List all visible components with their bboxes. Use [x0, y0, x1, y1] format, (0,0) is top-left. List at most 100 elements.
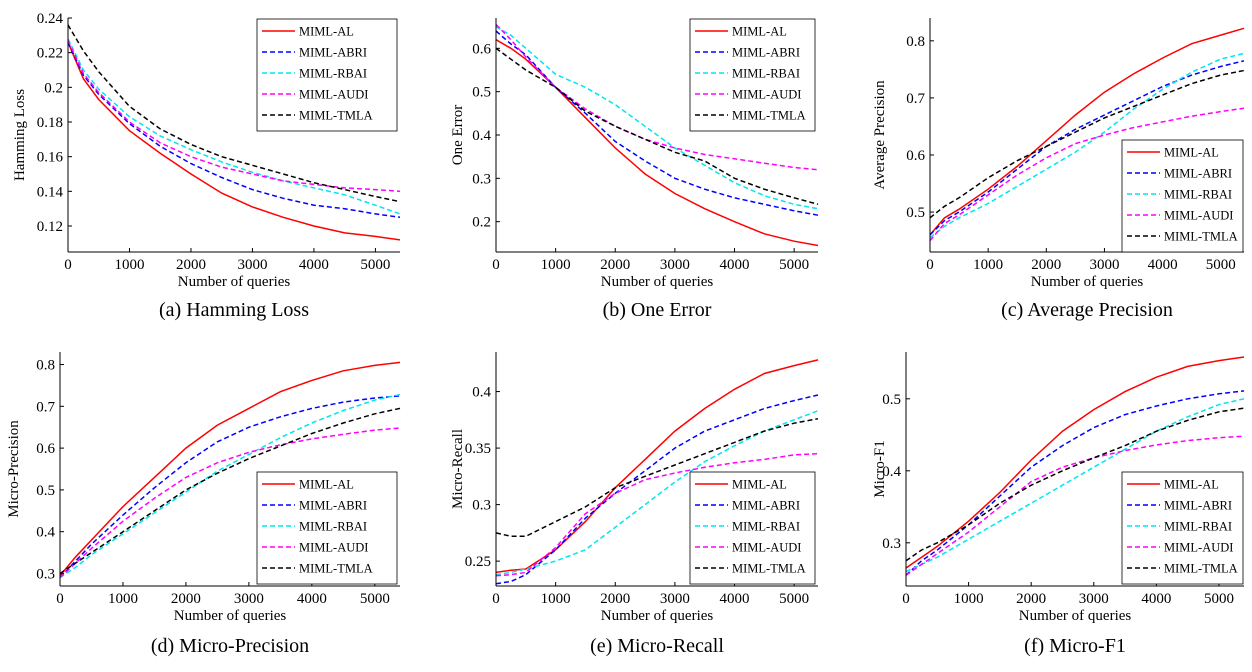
legend-entry: MIML-ABRI [299, 46, 367, 60]
y-tick-label: 0.12 [37, 219, 63, 235]
x-tick-label: 3000 [237, 257, 267, 273]
series-lines [67, 24, 401, 241]
y-tick-label: 0.5 [472, 85, 491, 101]
chart-panel-3: 0 1000 2000 3000 4000 5000 0.5 0.6 0.7 0.8 Number … [872, 18, 1245, 321]
legend-box [256, 18, 398, 132]
legend-entry: MIML-AL [299, 25, 354, 39]
legend-entry: MIML-RBAI [299, 520, 367, 534]
y-tick-label: 0.4 [36, 525, 55, 541]
x-tick-label: 1000 [108, 591, 138, 607]
legend-entry: MIML-RBAI [299, 67, 367, 81]
legend-box [256, 471, 398, 585]
chart-panel-1: 0 1000 2000 3000 4000 5000 0.12 0.14 0.16 0.18 0.2… [12, 11, 401, 321]
x-axis-label: Number of queries [174, 608, 287, 624]
legend-entry: MIML-TMLA [1164, 562, 1238, 576]
panel-caption: (f) Micro-F1 [1024, 635, 1126, 657]
legend-entry: MIML-ABRI [732, 46, 800, 60]
y-tick-label: 0.4 [472, 128, 491, 144]
x-tick-label: 2000 [176, 257, 206, 273]
y-tick-label: 0.5 [882, 392, 901, 408]
x-axis-label: Number of queries [601, 608, 714, 624]
y-tick-label: 0.6 [36, 441, 55, 457]
series-line-miml-audi [929, 107, 1245, 242]
y-tick-label: 0.24 [37, 11, 64, 27]
x-axis-label: Number of queries [178, 274, 291, 290]
y-axis-label: Micro-Recall [450, 429, 466, 509]
x-axis-label: Number of queries [601, 274, 714, 290]
y-tick-label: 0.3 [882, 536, 901, 552]
legend-entry: MIML-RBAI [1164, 520, 1232, 534]
series-lines [929, 27, 1245, 242]
x-tick-label: 5000 [1204, 591, 1234, 607]
legend: MIML-AL MIML-ABRI MIML-RBAI MIML-AUDI MIML-T… [1121, 139, 1244, 253]
legend-entry: MIML-AL [732, 25, 787, 39]
legend-entry: MIML-AUDI [1164, 209, 1233, 223]
x-tick-label: 2000 [600, 591, 630, 607]
chart-panel-4: 0 1000 2000 3000 4000 5000 0.3 0.4 0.5 0.6 0.7 0.8 N… [6, 352, 401, 657]
series-line-miml-tmla [67, 24, 401, 203]
series-line-miml-rbai [495, 26, 819, 210]
panel-caption: (e) Micro-Recall [590, 635, 724, 657]
legend-entry: MIML-RBAI [732, 520, 800, 534]
x-tick-label: 3000 [1089, 257, 1119, 273]
x-tick-label: 0 [902, 591, 910, 607]
series-lines [495, 23, 819, 247]
y-tick-label: 0.14 [37, 184, 64, 200]
y-tick-label: 0.3 [472, 171, 491, 187]
series-line-miml-abri [929, 60, 1245, 236]
series-line-miml-audi [495, 23, 819, 171]
panel-caption: (a) Hamming Loss [159, 299, 309, 321]
y-tick-label: 0.6 [906, 148, 925, 164]
panel-caption: (b) One Error [603, 299, 712, 321]
x-tick-label: 4000 [720, 591, 750, 607]
x-tick-label: 2000 [171, 591, 201, 607]
y-axis-label: Hamming Loss [12, 89, 28, 181]
y-tick-label: 0.2 [44, 80, 63, 96]
legend-entry: MIML-AL [732, 478, 787, 492]
y-tick-label: 0.5 [36, 483, 55, 499]
legend-entry: MIML-TMLA [1164, 230, 1238, 244]
legend-entry: MIML-ABRI [1164, 499, 1232, 513]
x-tick-label: 3000 [234, 591, 264, 607]
x-tick-label: 1000 [954, 591, 984, 607]
series-line-miml-al [67, 42, 401, 241]
x-tick-label: 5000 [779, 257, 809, 273]
panel-caption: (d) Micro-Precision [151, 635, 309, 657]
y-tick-label: 0.3 [472, 498, 491, 514]
series-line-miml-al [495, 39, 819, 247]
y-axis-label: Micro-Precision [6, 420, 22, 518]
y-tick-label: 0.35 [465, 441, 491, 457]
x-tick-label: 0 [56, 591, 64, 607]
series-line-miml-rbai [67, 38, 401, 215]
series-line-miml-tmla [59, 407, 401, 575]
series-line-miml-tmla [929, 69, 1245, 219]
legend-entry: MIML-TMLA [299, 109, 373, 123]
legend-entry: MIML-TMLA [732, 562, 806, 576]
x-tick-label: 3000 [1079, 591, 1109, 607]
series-lines [905, 356, 1245, 576]
x-tick-label: 4000 [297, 591, 327, 607]
x-tick-label: 5000 [360, 591, 390, 607]
y-axis-label: One Error [450, 105, 466, 165]
legend: MIML-AL MIML-ABRI MIML-RBAI MIML-AUDI MIML-T… [689, 471, 816, 585]
legend-entry: MIML-AUDI [299, 88, 368, 102]
legend-entry: MIML-ABRI [732, 499, 800, 513]
series-line-miml-abri [59, 395, 401, 579]
legend: MIML-AL MIML-ABRI MIML-RBAI MIML-AUDI MIML-T… [689, 18, 816, 132]
legend: MIML-AL MIML-ABRI MIML-RBAI MIML-AUDI MIML-T… [256, 18, 398, 132]
series-line-miml-audi [59, 427, 401, 579]
series-lines [495, 359, 819, 585]
y-tick-label: 0.5 [906, 205, 925, 221]
x-tick-label: 4000 [720, 257, 750, 273]
legend-box [689, 18, 816, 132]
series-line-miml-tmla [495, 417, 819, 538]
x-tick-label: 5000 [1206, 257, 1236, 273]
legend-entry: MIML-AUDI [732, 88, 801, 102]
series-lines [59, 361, 401, 579]
series-line-miml-tmla [905, 407, 1245, 562]
x-tick-label: 1000 [114, 257, 144, 273]
series-line-miml-rbai [929, 52, 1245, 239]
series-line-miml-abri [67, 41, 401, 219]
